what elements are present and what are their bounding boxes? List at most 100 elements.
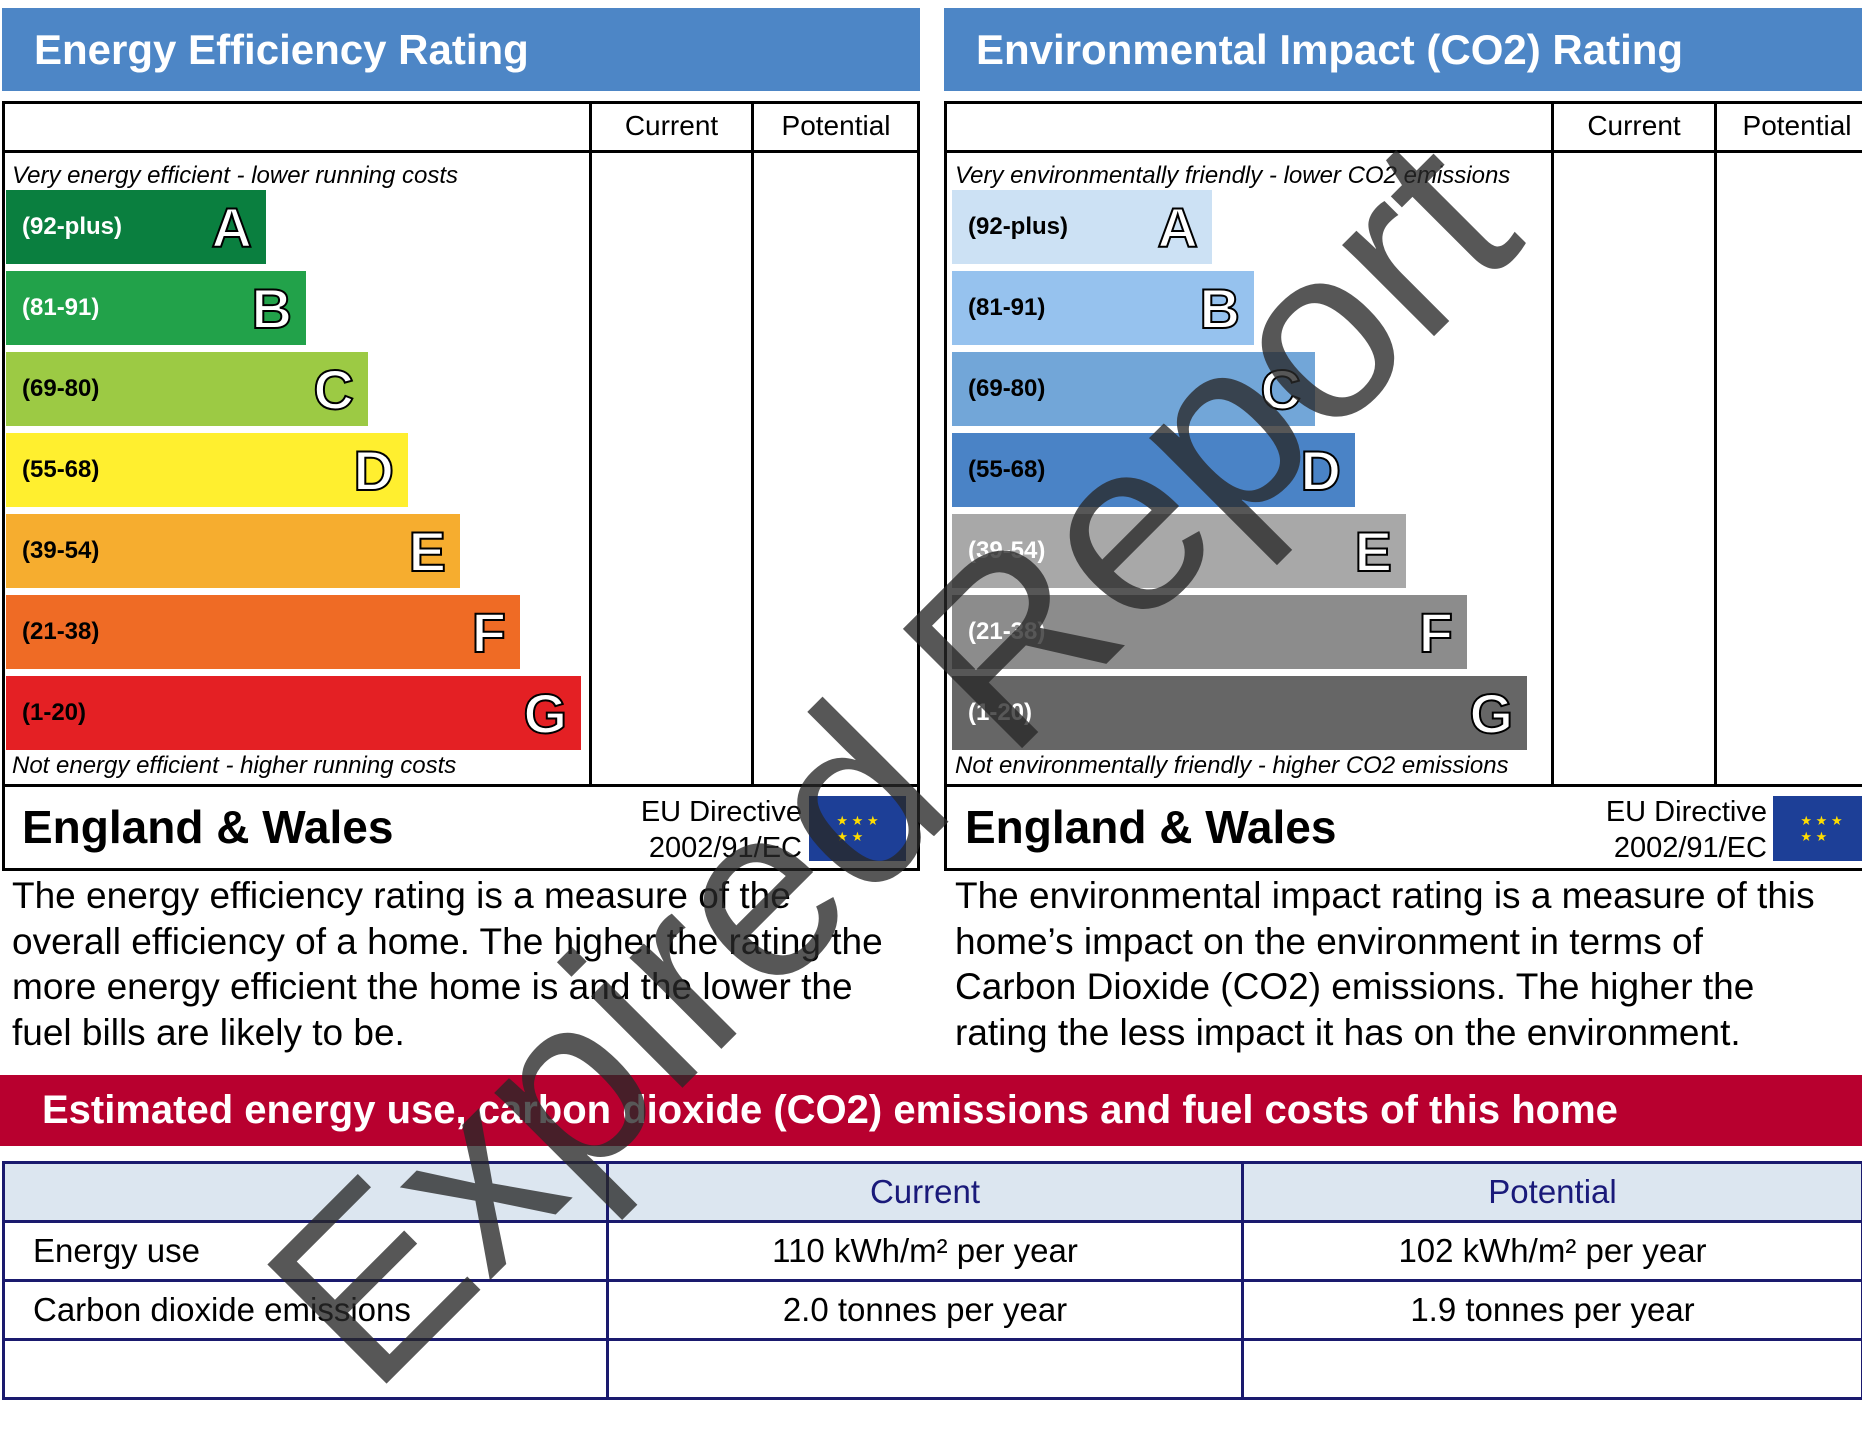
- description-line: more energy efficient the home is and th…: [12, 964, 883, 1010]
- column-current: Current: [1554, 110, 1714, 142]
- divider: [1551, 101, 1554, 787]
- rating-band-e: (39-54) E: [952, 514, 1406, 588]
- band-range: (39-54): [968, 537, 1045, 565]
- rating-band-c: (69-80) C: [952, 352, 1315, 426]
- eu-flag-icon: ★ ★ ★★ ★: [809, 796, 906, 861]
- current-value: [608, 1340, 1243, 1399]
- band-range: (92-plus): [22, 213, 122, 241]
- divider: [1714, 101, 1717, 787]
- current-value: 2.0 tonnes per year: [608, 1281, 1243, 1340]
- divider: [589, 101, 592, 787]
- band-letter: E: [409, 519, 446, 584]
- band-range: (81-91): [968, 294, 1045, 322]
- environment-description: The environmental impact rating is a mea…: [955, 873, 1815, 1055]
- band-letter: E: [1355, 519, 1392, 584]
- directive-line2: 2002/91/EC: [560, 830, 802, 866]
- divider: [944, 784, 1862, 787]
- description-line: Carbon Dioxide (CO2) emissions. The high…: [955, 964, 1815, 1010]
- divider: [751, 101, 754, 787]
- band-range: (21-38): [22, 618, 99, 646]
- band-letter: G: [523, 681, 567, 746]
- description-line: rating the less impact it has on the env…: [955, 1010, 1815, 1056]
- band-letter: C: [1261, 357, 1301, 422]
- region-label: England & Wales: [22, 800, 393, 854]
- rating-band-f: (21-38) F: [952, 595, 1467, 669]
- description-line: The energy efficiency rating is a measur…: [12, 873, 883, 919]
- band-range: (55-68): [968, 456, 1045, 484]
- column-current: Current: [608, 1163, 1243, 1222]
- potential-value: [1243, 1340, 1862, 1399]
- row-label: [4, 1340, 608, 1399]
- rating-band-g: (1-20) G: [952, 676, 1527, 750]
- rating-band-g: (1-20) G: [6, 676, 581, 750]
- divider: [2, 150, 920, 153]
- current-value: 110 kWh/m² per year: [608, 1222, 1243, 1281]
- band-range: (92-plus): [968, 213, 1068, 241]
- directive-line2: 2002/91/EC: [1525, 830, 1767, 866]
- band-range: (55-68): [22, 456, 99, 484]
- rating-band-b: (81-91) B: [952, 271, 1254, 345]
- description-line: The environmental impact rating is a mea…: [955, 873, 1815, 919]
- region-label: England & Wales: [965, 800, 1336, 854]
- band-letter: A: [212, 195, 252, 260]
- band-range: (69-80): [968, 375, 1045, 403]
- rating-band-a: (92-plus) A: [952, 190, 1212, 264]
- eu-flag-icon: ★ ★ ★★ ★: [1773, 796, 1862, 861]
- table-row: [4, 1340, 1862, 1399]
- rating-band-a: (92-plus) A: [6, 190, 266, 264]
- row-label: Energy use: [4, 1222, 608, 1281]
- band-letter: B: [1200, 276, 1240, 341]
- environment-rating-title: Environmental Impact (CO2) Rating: [976, 26, 1683, 74]
- band-letter: F: [1419, 600, 1453, 665]
- description-line: overall efficiency of a home. The higher…: [12, 919, 883, 965]
- column-current: Current: [592, 110, 751, 142]
- top-note: Very energy efficient - lower running co…: [12, 162, 458, 190]
- rating-band-f: (21-38) F: [6, 595, 520, 669]
- band-range: (21-38): [968, 618, 1045, 646]
- divider: [2, 784, 920, 787]
- potential-value: 102 kWh/m² per year: [1243, 1222, 1862, 1281]
- band-letter: C: [314, 357, 354, 422]
- band-letter: F: [472, 600, 506, 665]
- description-line: home’s impact on the environment in term…: [955, 919, 1815, 965]
- energy-description: The energy efficiency rating is a measur…: [12, 873, 883, 1055]
- band-letter: A: [1158, 195, 1198, 260]
- row-label: Carbon dioxide emissions: [4, 1281, 608, 1340]
- band-letter: G: [1469, 681, 1513, 746]
- band-range: (81-91): [22, 294, 99, 322]
- band-letter: B: [252, 276, 292, 341]
- description-line: fuel bills are likely to be.: [12, 1010, 883, 1056]
- band-letter: D: [1301, 438, 1341, 503]
- column-potential: Potential: [754, 110, 918, 142]
- rating-band-d: (55-68) D: [6, 433, 408, 507]
- directive-line1: EU Directive: [560, 794, 802, 830]
- band-range: (1-20): [22, 699, 86, 727]
- column-potential: Potential: [1243, 1163, 1862, 1222]
- rating-band-b: (81-91) B: [6, 271, 306, 345]
- rating-band-c: (69-80) C: [6, 352, 368, 426]
- band-letter: D: [354, 438, 394, 503]
- potential-value: 1.9 tonnes per year: [1243, 1281, 1862, 1340]
- environment-rating-header: Environmental Impact (CO2) Rating: [944, 8, 1862, 91]
- bottom-note: Not environmentally friendly - higher CO…: [955, 752, 1509, 780]
- rating-band-e: (39-54) E: [6, 514, 460, 588]
- header-blank: [4, 1163, 608, 1222]
- band-range: (69-80): [22, 375, 99, 403]
- divider: [944, 150, 1862, 153]
- band-range: (39-54): [22, 537, 99, 565]
- energy-rating-header: Energy Efficiency Rating: [2, 8, 920, 91]
- top-note: Very environmentally friendly - lower CO…: [955, 162, 1510, 190]
- directive-line1: EU Directive: [1525, 794, 1767, 830]
- bottom-note: Not energy efficient - higher running co…: [12, 752, 456, 780]
- column-potential: Potential: [1717, 110, 1862, 142]
- energy-rating-title: Energy Efficiency Rating: [34, 26, 529, 74]
- band-range: (1-20): [968, 699, 1032, 727]
- estimates-banner: Estimated energy use, carbon dioxide (CO…: [0, 1075, 1862, 1146]
- estimates-title: Estimated energy use, carbon dioxide (CO…: [42, 1088, 1618, 1133]
- rating-band-d: (55-68) D: [952, 433, 1355, 507]
